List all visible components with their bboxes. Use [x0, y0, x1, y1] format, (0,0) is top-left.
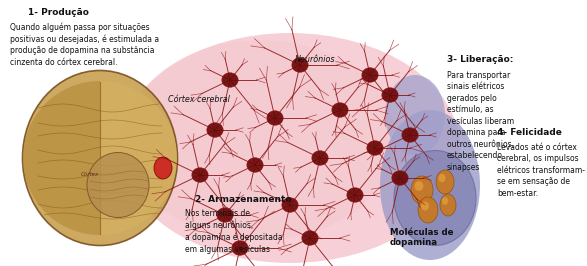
Ellipse shape [282, 198, 298, 212]
Ellipse shape [192, 168, 208, 182]
Text: 1- Produção: 1- Produção [28, 8, 89, 17]
Ellipse shape [411, 176, 433, 204]
Text: Moléculas de
dopamina: Moléculas de dopamina [390, 228, 454, 247]
Ellipse shape [392, 171, 408, 185]
Ellipse shape [436, 170, 454, 194]
Text: Quando alguém passa por situações
positivas ou desejadas, é estimulada a
produçã: Quando alguém passa por situações positi… [10, 22, 159, 66]
Text: Levados até o córtex
cerebral, os impulsos
elétricos transformam-
se em sensação: Levados até o córtex cerebral, os impuls… [497, 143, 585, 198]
Ellipse shape [217, 208, 233, 222]
Text: Para transportar
sinais elétricos
gerados pelo
estímulo, as
vesículas liberam
do: Para transportar sinais elétricos gerado… [447, 71, 514, 172]
Text: Neurônios: Neurônios [295, 55, 336, 64]
Ellipse shape [302, 231, 318, 245]
Ellipse shape [222, 73, 238, 87]
Text: Córtex cerebral: Córtex cerebral [168, 95, 230, 104]
Ellipse shape [394, 151, 476, 246]
Ellipse shape [421, 201, 429, 211]
Text: 3- Liberação:: 3- Liberação: [447, 55, 514, 64]
Ellipse shape [442, 197, 448, 205]
Ellipse shape [87, 152, 149, 218]
Ellipse shape [347, 188, 363, 202]
Ellipse shape [414, 181, 423, 191]
Ellipse shape [418, 197, 438, 223]
Text: 4- Felicidade: 4- Felicidade [497, 128, 562, 137]
Wedge shape [23, 81, 100, 235]
Ellipse shape [382, 88, 398, 102]
Ellipse shape [154, 157, 172, 179]
Ellipse shape [438, 174, 446, 182]
Ellipse shape [22, 70, 177, 246]
Ellipse shape [367, 141, 383, 155]
Text: Nos terminais de
alguns neurônios,
a dopamina é depositada
em algumas vesículas: Nos terminais de alguns neurônios, a dop… [185, 209, 282, 254]
Ellipse shape [402, 128, 418, 142]
Ellipse shape [362, 68, 378, 82]
Ellipse shape [292, 58, 308, 72]
Ellipse shape [125, 40, 395, 240]
Ellipse shape [120, 33, 460, 263]
Ellipse shape [332, 103, 348, 117]
Text: 2- Armazenamento: 2- Armazenamento [195, 195, 292, 204]
Ellipse shape [247, 158, 263, 172]
Ellipse shape [380, 110, 480, 260]
Ellipse shape [232, 241, 248, 255]
Ellipse shape [312, 151, 328, 165]
Ellipse shape [440, 194, 456, 216]
Ellipse shape [267, 111, 283, 125]
Wedge shape [100, 81, 177, 235]
Ellipse shape [207, 123, 223, 137]
Text: Córtex: Córtex [81, 172, 99, 177]
Ellipse shape [385, 75, 445, 155]
